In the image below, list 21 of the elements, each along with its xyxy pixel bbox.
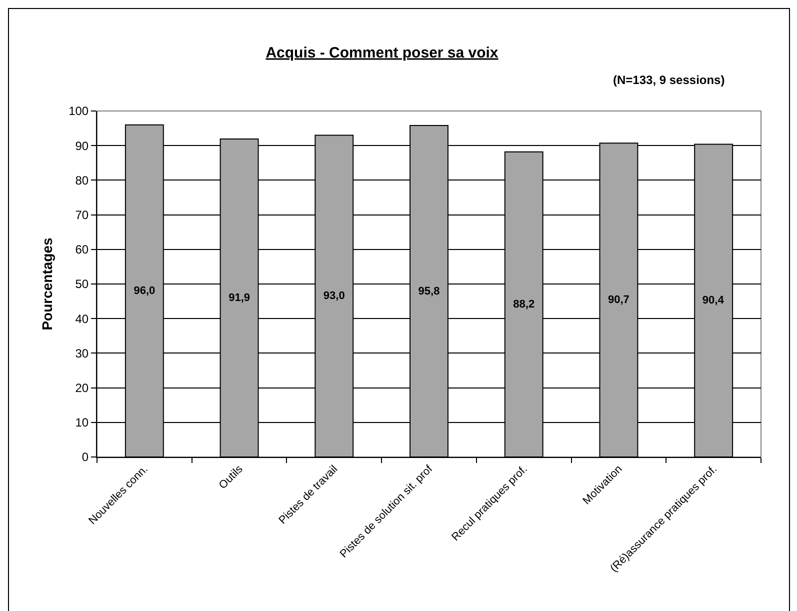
data-label: 90,4: [702, 294, 725, 307]
y-axis-title: Pourcentages: [39, 237, 56, 330]
data-label: 91,9: [228, 292, 250, 304]
chart-subtitle: (N=133, 9 sessions): [613, 73, 725, 87]
data-label: 93,0: [323, 290, 345, 302]
y-tick-label: 60: [75, 242, 89, 257]
y-tick-label: 90: [75, 138, 89, 153]
y-tick-label: 40: [75, 312, 89, 326]
y-tick-label: 20: [75, 381, 89, 395]
chart-title: Acquis - Comment poser sa voix: [266, 44, 499, 62]
data-label: 95,8: [418, 285, 440, 298]
data-label: 96,0: [134, 284, 156, 297]
y-tick-label: 0: [82, 450, 89, 464]
data-label: 90,7: [608, 294, 630, 306]
y-tick-label: 10: [75, 416, 89, 430]
y-tick-label: 30: [75, 346, 89, 360]
y-tick-label: 80: [75, 173, 89, 188]
data-label: 88,2: [513, 298, 535, 310]
y-tick-label: 50: [75, 277, 89, 292]
y-tick-label: 70: [75, 208, 89, 222]
y-tick-label: 100: [68, 104, 89, 118]
